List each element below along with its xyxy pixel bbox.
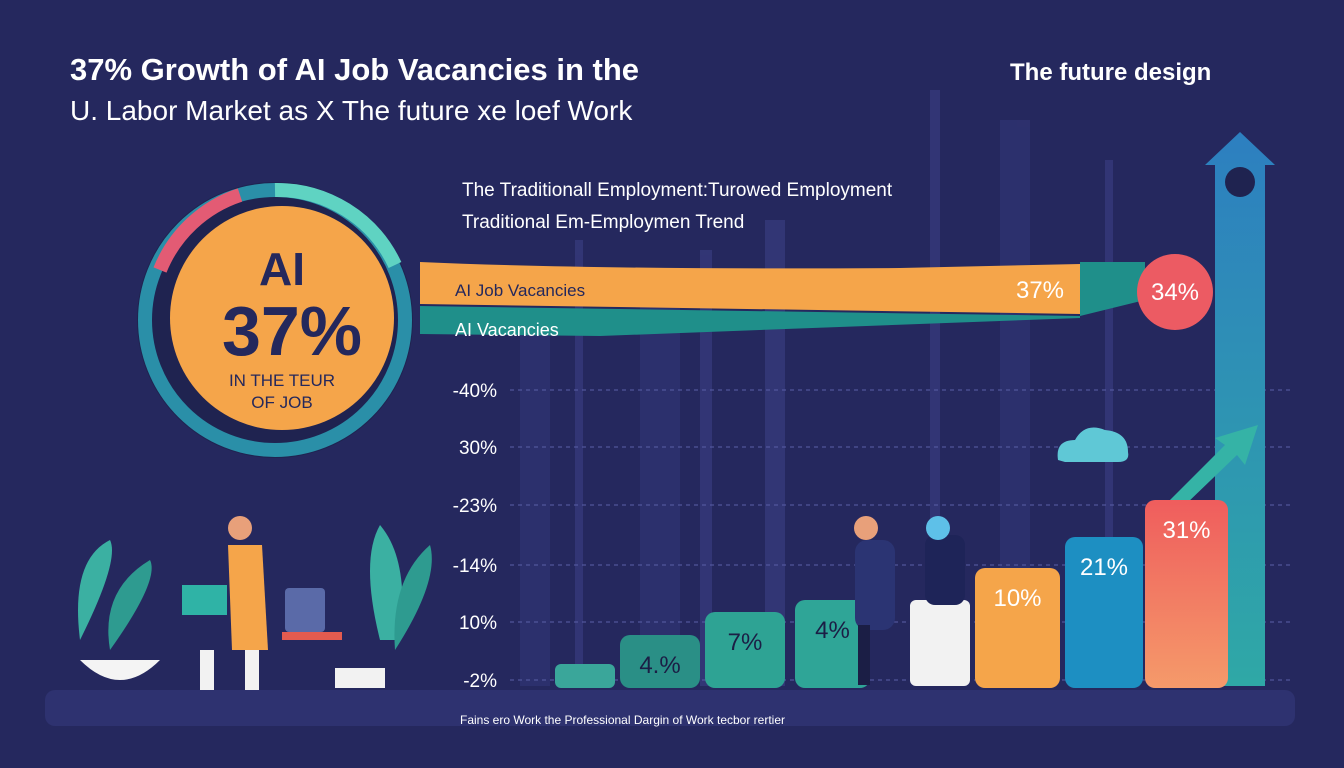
- donut-ring-accent: [274, 182, 402, 269]
- bar: [1065, 537, 1143, 688]
- bar: [975, 568, 1060, 688]
- people: [854, 516, 970, 686]
- axis-label: -40%: [453, 381, 497, 402]
- subtitle: U. Labor Market as X The future xe loef …: [70, 95, 633, 126]
- trend-arrow: [1170, 425, 1258, 505]
- footer: Fains ero Work the Professional Dargin o…: [460, 713, 785, 727]
- bar: [1145, 500, 1228, 688]
- bar-label: 4.%: [639, 652, 680, 679]
- axis-label: -2%: [463, 671, 497, 692]
- cloud: [1057, 427, 1129, 462]
- brand: The future design: [1010, 59, 1211, 86]
- axis-label: 10%: [459, 613, 497, 634]
- donut-value: 37%: [222, 292, 362, 370]
- bar: [620, 635, 700, 688]
- donut-caption: OF JOB: [251, 393, 312, 412]
- donut-label: AI: [259, 243, 305, 295]
- teal-band: [420, 262, 1145, 336]
- bar-label: 10%: [993, 585, 1041, 612]
- bar: [705, 612, 785, 688]
- bar-label: 21%: [1080, 554, 1128, 581]
- legend-text: Traditional Em-Employmen Trend: [462, 212, 744, 233]
- donut-center: [170, 206, 394, 430]
- bar: [795, 600, 870, 688]
- title: 37% Growth of AI Job Vacancies in the: [70, 52, 639, 87]
- platform: [45, 690, 1295, 726]
- badge: [1137, 254, 1213, 330]
- axis-label: -14%: [453, 556, 497, 577]
- donut-ring-accent: [153, 188, 243, 273]
- bar-label: 4%: [815, 617, 850, 644]
- orange-band: [420, 262, 1080, 314]
- left-illustration: [78, 516, 432, 700]
- donut-caption: IN THE TEUR: [229, 371, 335, 390]
- band-label: AI Vacancies: [455, 320, 559, 340]
- donut: AI 37% IN THE TEUR OF JOB: [137, 182, 413, 458]
- band-value: 37%: [1016, 277, 1064, 304]
- bar-label: 7%: [728, 629, 763, 656]
- badge-text: 34%: [1151, 279, 1199, 306]
- legend-text: The Traditionall Employment:Turowed Empl…: [462, 180, 893, 201]
- bar: [555, 664, 615, 688]
- bars: 4.% 7% 4% 10% 21% 31%: [555, 500, 1228, 688]
- axis-label: -23%: [453, 496, 497, 517]
- axis-label: 30%: [459, 438, 497, 459]
- arrow-hole: [1225, 167, 1255, 197]
- bar-label: 31%: [1162, 517, 1210, 544]
- band-label: AI Job Vacancies: [455, 281, 585, 300]
